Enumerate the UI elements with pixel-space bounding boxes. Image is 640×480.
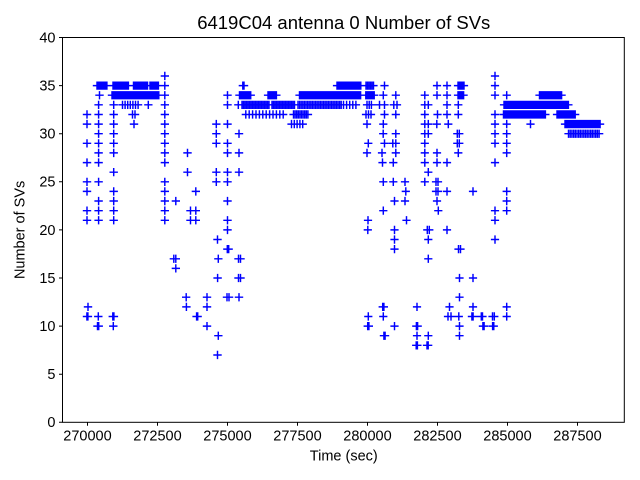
svg-text:Number of SVs: Number of SVs (12, 181, 28, 279)
svg-text:25: 25 (39, 175, 55, 191)
svg-text:275000: 275000 (203, 429, 251, 445)
svg-text:6419C04 antenna 0 Number of SV: 6419C04 antenna 0 Number of SVs (197, 12, 490, 33)
svg-text:35: 35 (39, 79, 55, 95)
svg-text:20: 20 (39, 223, 55, 239)
svg-text:30: 30 (39, 127, 55, 143)
svg-text:10: 10 (39, 319, 55, 335)
svg-text:5: 5 (47, 367, 55, 383)
svg-text:0: 0 (47, 415, 55, 431)
svg-text:282500: 282500 (413, 429, 461, 445)
svg-text:285000: 285000 (483, 429, 531, 445)
svg-text:270000: 270000 (63, 429, 111, 445)
svg-text:280000: 280000 (343, 429, 391, 445)
svg-text:277500: 277500 (273, 429, 321, 445)
svg-text:15: 15 (39, 271, 55, 287)
svg-text:40: 40 (39, 30, 55, 46)
svg-text:272500: 272500 (133, 429, 181, 445)
svg-text:287500: 287500 (553, 429, 601, 445)
svg-text:Time (sec): Time (sec) (310, 449, 378, 465)
